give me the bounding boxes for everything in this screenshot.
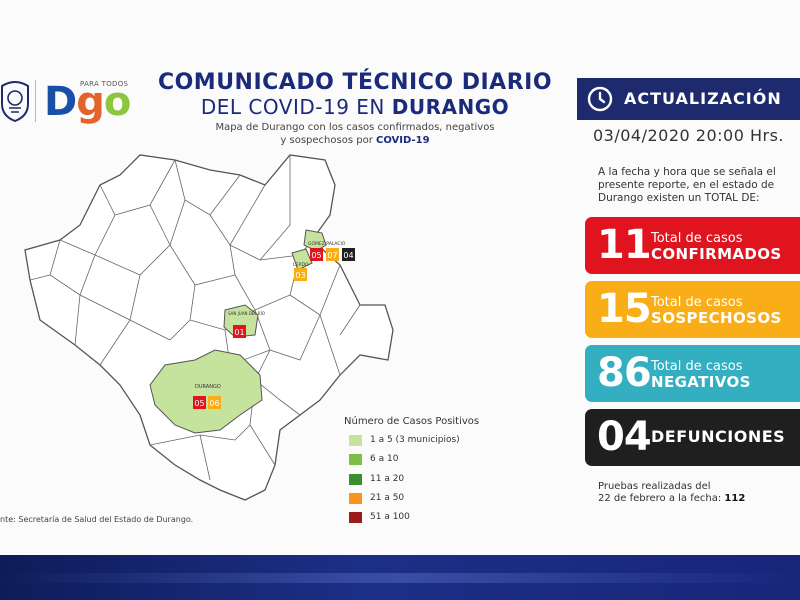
legend-swatch	[349, 512, 362, 523]
stat-value: 15	[597, 286, 652, 332]
svg-text:05: 05	[194, 399, 204, 408]
bottom-bar-shine	[0, 573, 800, 583]
label-lerdo: LERDO	[293, 262, 309, 268]
region-lerdo	[291, 248, 313, 271]
svg-text:05: 05	[311, 251, 321, 260]
svg-text:03: 03	[295, 271, 305, 280]
dgo-logo: Dgo	[44, 79, 131, 125]
source-note: nte: Secretaría de Salud del Estado de D…	[0, 515, 194, 524]
badge-durango-suspected	[208, 396, 221, 409]
badge-gomez-deaths	[342, 248, 355, 261]
label-durango: DURANGO	[195, 384, 221, 390]
svg-text:07: 07	[327, 251, 337, 260]
legend-swatch	[349, 435, 362, 446]
svg-text:01: 01	[234, 328, 244, 337]
badge-sanjuan-confirmed	[233, 325, 246, 338]
tests-line2: 22 de febrero a la fecha: 112	[598, 493, 746, 504]
state-outline	[24, 154, 394, 501]
badges-san-juan-del-rio: 01	[233, 325, 246, 338]
tests-line1: Pruebas realizadas del	[598, 481, 711, 492]
stat-label: Total de casos	[651, 359, 743, 374]
legend-swatch	[349, 454, 362, 465]
stat-confirmed: 11 Total de casos CONFIRMADOS	[585, 217, 800, 274]
badges-lerdo: 03	[294, 268, 307, 281]
badge-gomez-suspected	[326, 248, 339, 261]
badges-durango: 05 06	[193, 396, 221, 409]
page-title: COMUNICADO TÉCNICO DIARIO	[157, 70, 553, 95]
stat-value: 11	[597, 222, 652, 268]
badges-gomez-palacio: 05 07 04	[310, 248, 355, 261]
update-header: ACTUALIZACIÓN	[577, 78, 800, 120]
svg-text:06: 06	[209, 399, 219, 408]
subtitle-line2: y sospechosos por COVID-19	[280, 135, 430, 146]
region-san-juan-del-rio	[223, 304, 259, 338]
stat-negative: 86 Total de casos NEGATIVOS	[585, 345, 800, 402]
stat-value: 04	[597, 414, 652, 460]
stat-label: Total de casos	[651, 295, 743, 310]
stat-value: 86	[597, 350, 652, 396]
label-san-juan-del-rio: SAN JUAN DEL RÍO	[228, 311, 265, 316]
legend-title: Número de Casos Positivos	[344, 416, 480, 427]
badge-gomez-confirmed	[310, 248, 323, 261]
stat-label-bold: SOSPECHOSOS	[651, 309, 782, 327]
update-label: ACTUALIZACIÓN	[624, 89, 782, 108]
subtitle-line1: Mapa de Durango con los casos confirmado…	[215, 122, 495, 133]
svg-text:04: 04	[343, 251, 353, 260]
update-datetime: 03/04/2020 20:00 Hrs.	[592, 126, 785, 145]
state-seal-icon	[0, 81, 29, 122]
stat-label: Total de casos	[651, 231, 743, 246]
stat-suspected: 15 Total de casos SOSPECHOSOS	[585, 281, 800, 338]
stat-deaths: 04 DEFUNCIONES	[585, 409, 800, 466]
legend-swatch	[349, 474, 362, 485]
slide: Dgo PARA TODOS COMUNICADO TÉCNICO DIARIO…	[0, 0, 800, 555]
page-title-line2: DEL COVID-19 EN DURANGO	[200, 95, 510, 119]
intro-text: A la fecha y hora que se señala el prese…	[598, 166, 776, 204]
label-gomez-palacio: GÓMEZ PALACIO	[308, 240, 346, 247]
legend-swatch	[349, 493, 362, 504]
clock-icon	[587, 86, 613, 112]
badge-lerdo-suspected	[294, 268, 307, 281]
stat-label-bold: NEGATIVOS	[651, 373, 751, 391]
badge-durango-confirmed	[193, 396, 206, 409]
logo-tagline: PARA TODOS	[80, 80, 129, 88]
stat-label-bold: DEFUNCIONES	[651, 427, 786, 446]
durango-map: GÓMEZ PALACIO LERDO SAN JUAN DEL RÍO DUR…	[24, 154, 394, 501]
stat-label-bold: CONFIRMADOS	[651, 245, 782, 263]
logo-divider	[35, 80, 36, 122]
bottom-bar	[0, 555, 800, 600]
region-durango	[149, 349, 263, 434]
